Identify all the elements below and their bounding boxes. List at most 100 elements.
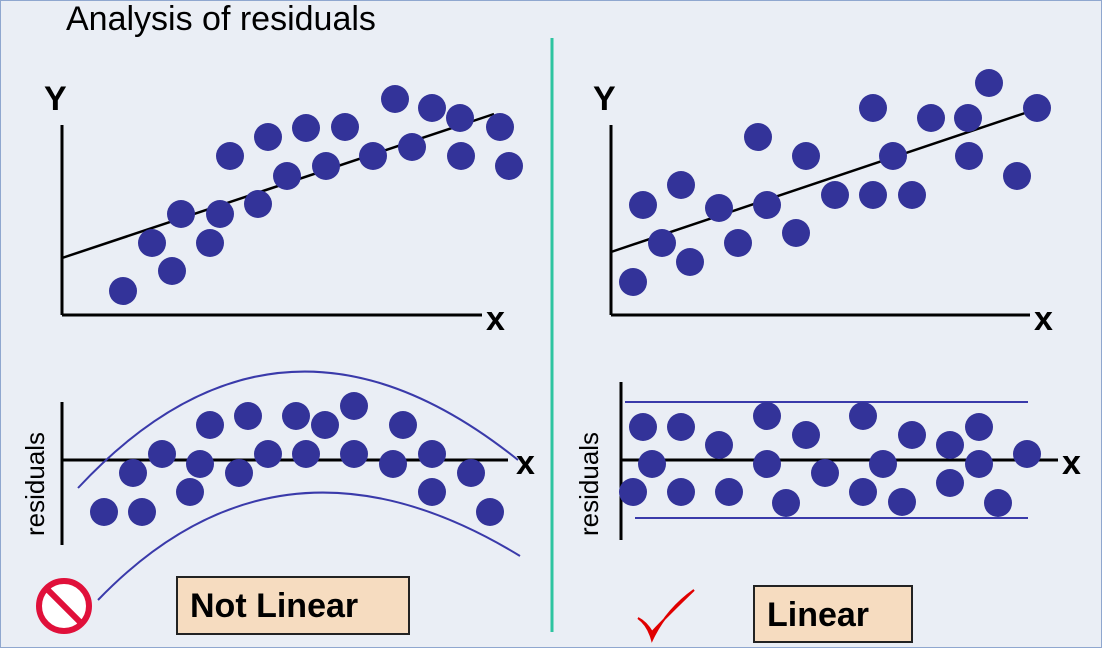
right-data-point xyxy=(955,142,983,170)
right-data-point xyxy=(1003,162,1031,190)
left-residual-x-label: x xyxy=(516,444,535,482)
checkmark-icon xyxy=(637,589,695,643)
right-scatter-plot: Y x xyxy=(593,69,1053,338)
right-residual-point xyxy=(888,488,916,516)
left-data-point xyxy=(158,257,186,285)
left-residual-point xyxy=(148,440,176,468)
right-data-point xyxy=(648,229,676,257)
right-residual-points xyxy=(619,402,1041,517)
left-scatter-points xyxy=(109,85,523,305)
left-residual-points xyxy=(90,392,504,526)
right-data-point xyxy=(1023,94,1051,122)
left-data-point xyxy=(254,123,282,151)
right-data-point xyxy=(629,191,657,219)
left-y-axis-label: Y xyxy=(44,80,67,118)
left-data-point xyxy=(398,133,426,161)
left-residual-point xyxy=(282,402,310,430)
right-residual-plot: residuals x xyxy=(574,382,1081,540)
left-data-point xyxy=(312,152,340,180)
linear-text: Linear xyxy=(767,596,870,634)
left-data-point xyxy=(273,162,301,190)
left-data-point xyxy=(244,190,272,218)
right-data-point xyxy=(705,194,733,222)
right-residual-point xyxy=(965,450,993,478)
left-residual-point xyxy=(292,440,320,468)
left-residual-point xyxy=(418,440,446,468)
left-residual-point xyxy=(176,478,204,506)
right-data-point xyxy=(619,268,647,296)
left-residual-point xyxy=(90,498,118,526)
left-data-point xyxy=(446,104,474,132)
left-residual-point xyxy=(128,498,156,526)
right-residual-point xyxy=(869,450,897,478)
left-upper-curve xyxy=(77,370,519,489)
left-x-axis-label: x xyxy=(486,300,505,338)
right-residual-x-label: x xyxy=(1062,444,1081,482)
right-residual-point xyxy=(984,489,1012,517)
left-data-point xyxy=(206,200,234,228)
right-data-point xyxy=(859,94,887,122)
left-data-point xyxy=(418,94,446,122)
right-residual-point xyxy=(936,469,964,497)
right-data-point xyxy=(724,229,752,257)
right-residual-point xyxy=(792,421,820,449)
left-residual-point xyxy=(340,392,368,420)
left-residual-point xyxy=(418,478,446,506)
right-residual-point xyxy=(849,402,877,430)
left-data-point xyxy=(331,113,359,141)
left-residual-point xyxy=(311,411,339,439)
right-residual-point xyxy=(629,413,657,441)
right-scatter-points xyxy=(619,69,1051,296)
right-residual-point xyxy=(715,478,743,506)
right-residual-point xyxy=(638,450,666,478)
right-residual-point xyxy=(753,450,781,478)
left-residual-plot: residuals x xyxy=(20,370,535,601)
left-residual-point xyxy=(225,459,253,487)
right-residual-point xyxy=(667,413,695,441)
right-data-point xyxy=(753,191,781,219)
right-x-axis-label: x xyxy=(1034,300,1053,338)
linear-label: Linear xyxy=(753,585,913,643)
right-residual-point xyxy=(619,478,647,506)
left-residual-point xyxy=(119,459,147,487)
right-y-axis-label: Y xyxy=(593,80,616,118)
right-residual-point xyxy=(849,478,877,506)
left-residual-point xyxy=(379,450,407,478)
right-residual-point xyxy=(936,431,964,459)
right-data-point xyxy=(975,69,1003,97)
left-residual-point xyxy=(196,411,224,439)
right-data-point xyxy=(954,104,982,132)
right-residual-point xyxy=(1013,440,1041,468)
left-residual-point xyxy=(234,402,262,430)
left-residual-point xyxy=(389,411,417,439)
right-data-point xyxy=(676,248,704,276)
right-residual-point xyxy=(772,489,800,517)
right-data-point xyxy=(879,142,907,170)
left-data-point xyxy=(216,142,244,170)
right-data-point xyxy=(744,123,772,151)
left-data-point xyxy=(486,113,514,141)
left-scatter-plot: Y x xyxy=(44,80,523,338)
left-residual-point xyxy=(186,450,214,478)
left-data-point xyxy=(196,229,224,257)
not-linear-label: Not Linear xyxy=(176,576,410,635)
right-residual-point xyxy=(667,478,695,506)
left-residual-point xyxy=(457,459,485,487)
right-data-point xyxy=(667,171,695,199)
left-residual-point xyxy=(476,498,504,526)
left-data-point xyxy=(292,114,320,142)
left-residual-point xyxy=(254,440,282,468)
right-data-point xyxy=(859,181,887,209)
left-data-point xyxy=(167,200,195,228)
right-residual-point xyxy=(753,402,781,430)
right-data-point xyxy=(917,104,945,132)
right-residual-point xyxy=(965,413,993,441)
right-fit-line xyxy=(610,110,1029,254)
left-residual-axis-label: residuals xyxy=(20,432,50,536)
left-data-point xyxy=(381,85,409,113)
left-data-point xyxy=(359,142,387,170)
right-data-point xyxy=(782,219,810,247)
right-residual-point xyxy=(705,431,733,459)
